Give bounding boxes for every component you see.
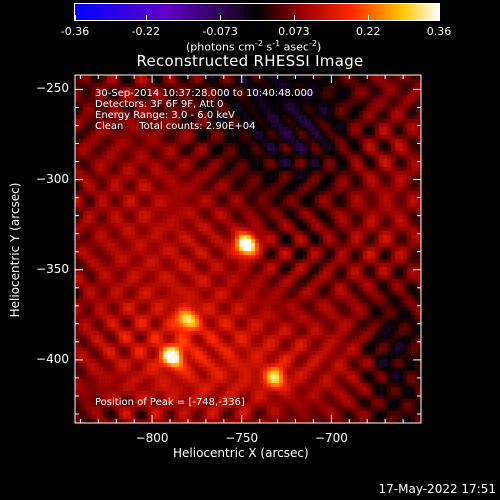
chart-title: Reconstructed RHESSI Image [136, 52, 364, 70]
x-tick-label: −800 [135, 431, 169, 445]
y-axis-label: Heliocentric Y (arcsec) [8, 182, 22, 318]
annotation-time-range: 30-Sep-2014 10:37:28.000 to 10:40:48.000 [95, 88, 314, 99]
annotation-total-counts: Clean Total counts: 2.90E+04 [95, 121, 256, 132]
y-tick-label: −350 [36, 261, 69, 276]
colorbar-tick-mark [368, 15, 370, 20]
colorbar-tick-mark [220, 15, 222, 20]
colorbar [74, 3, 440, 21]
y-tick-label: −300 [36, 171, 69, 186]
colorbar-tick-mark [75, 15, 76, 20]
plot-frame [74, 74, 422, 424]
colorbar-tick-mark [293, 15, 295, 20]
colorbar-tick-label: 0.22 [355, 25, 381, 38]
colorbar-tick-label: 0.36 [426, 25, 452, 38]
footer-timestamp: 17-May-2022 17:51 [378, 482, 496, 496]
colorbar-tick-mark [145, 15, 147, 20]
y-tick-label: −400 [36, 351, 69, 366]
annotation-energy-range: Energy Range: 3.0 - 6.0 keV [95, 110, 235, 121]
annotation-detectors: Detectors: 3F 6F 9F, Att 0 [95, 99, 224, 110]
colorbar-tick-mark [439, 15, 440, 20]
x-tick-label: −750 [225, 431, 259, 445]
heatmap-image [75, 75, 421, 423]
colorbar-tick-label: -0.36 [60, 25, 90, 38]
x-axis-label: Heliocentric X (arcsec) [173, 446, 309, 460]
colorbar-units: (photons cm-2 s-1 asec-2) [186, 39, 322, 54]
y-tick-label: −250 [36, 81, 69, 96]
colorbar-tick-label: -0.073 [202, 25, 238, 38]
annotation-peak-position: Position of Peak = [-748,-336] [95, 397, 245, 408]
x-tick-label: −700 [314, 431, 348, 445]
colorbar-tick-label: -0.22 [131, 25, 160, 38]
colorbar-tick-label: 0.073 [278, 25, 310, 38]
